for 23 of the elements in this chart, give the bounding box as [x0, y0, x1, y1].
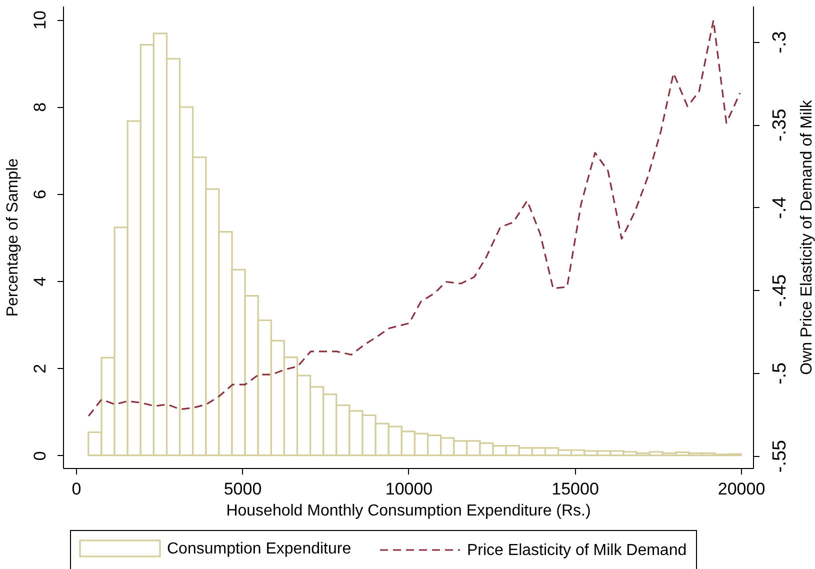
- legend-label: Price Elasticity of Milk Demand: [467, 542, 687, 559]
- y-axis-title: Percentage of Sample: [4, 158, 22, 317]
- y-tick-label: 6: [30, 190, 50, 200]
- x-tick-label: 0: [72, 480, 82, 498]
- y-tick-label: 2: [30, 364, 50, 374]
- y2-tick-label: -.3: [770, 31, 790, 54]
- x-tick-label: 5000: [224, 480, 262, 498]
- y2-tick-label: -.35: [770, 108, 790, 142]
- line-series: [88, 19, 741, 417]
- x-axis-title: Household Monthly Consumption Expenditure (Rs.): [226, 502, 591, 520]
- y2-tick-label: -.5: [770, 362, 790, 385]
- legend-label: Consumption Expenditure: [167, 540, 352, 558]
- y-tick-label: 0: [30, 451, 50, 461]
- y2-tick-label: -.55: [770, 440, 790, 473]
- x-tick-label: 15000: [552, 480, 599, 498]
- x-tick-label: 10000: [385, 480, 433, 498]
- y-tick-label: 4: [30, 276, 50, 286]
- y2-tick-label: -.4: [770, 196, 790, 219]
- y2-axis-title: Own Price Elasticity of Demand of Milk: [798, 99, 815, 375]
- y-tick-label: 10: [30, 10, 50, 30]
- y-tick-label: 8: [30, 102, 50, 112]
- y2-tick-label: -.45: [770, 274, 790, 308]
- x-tick-label: 20000: [718, 480, 766, 498]
